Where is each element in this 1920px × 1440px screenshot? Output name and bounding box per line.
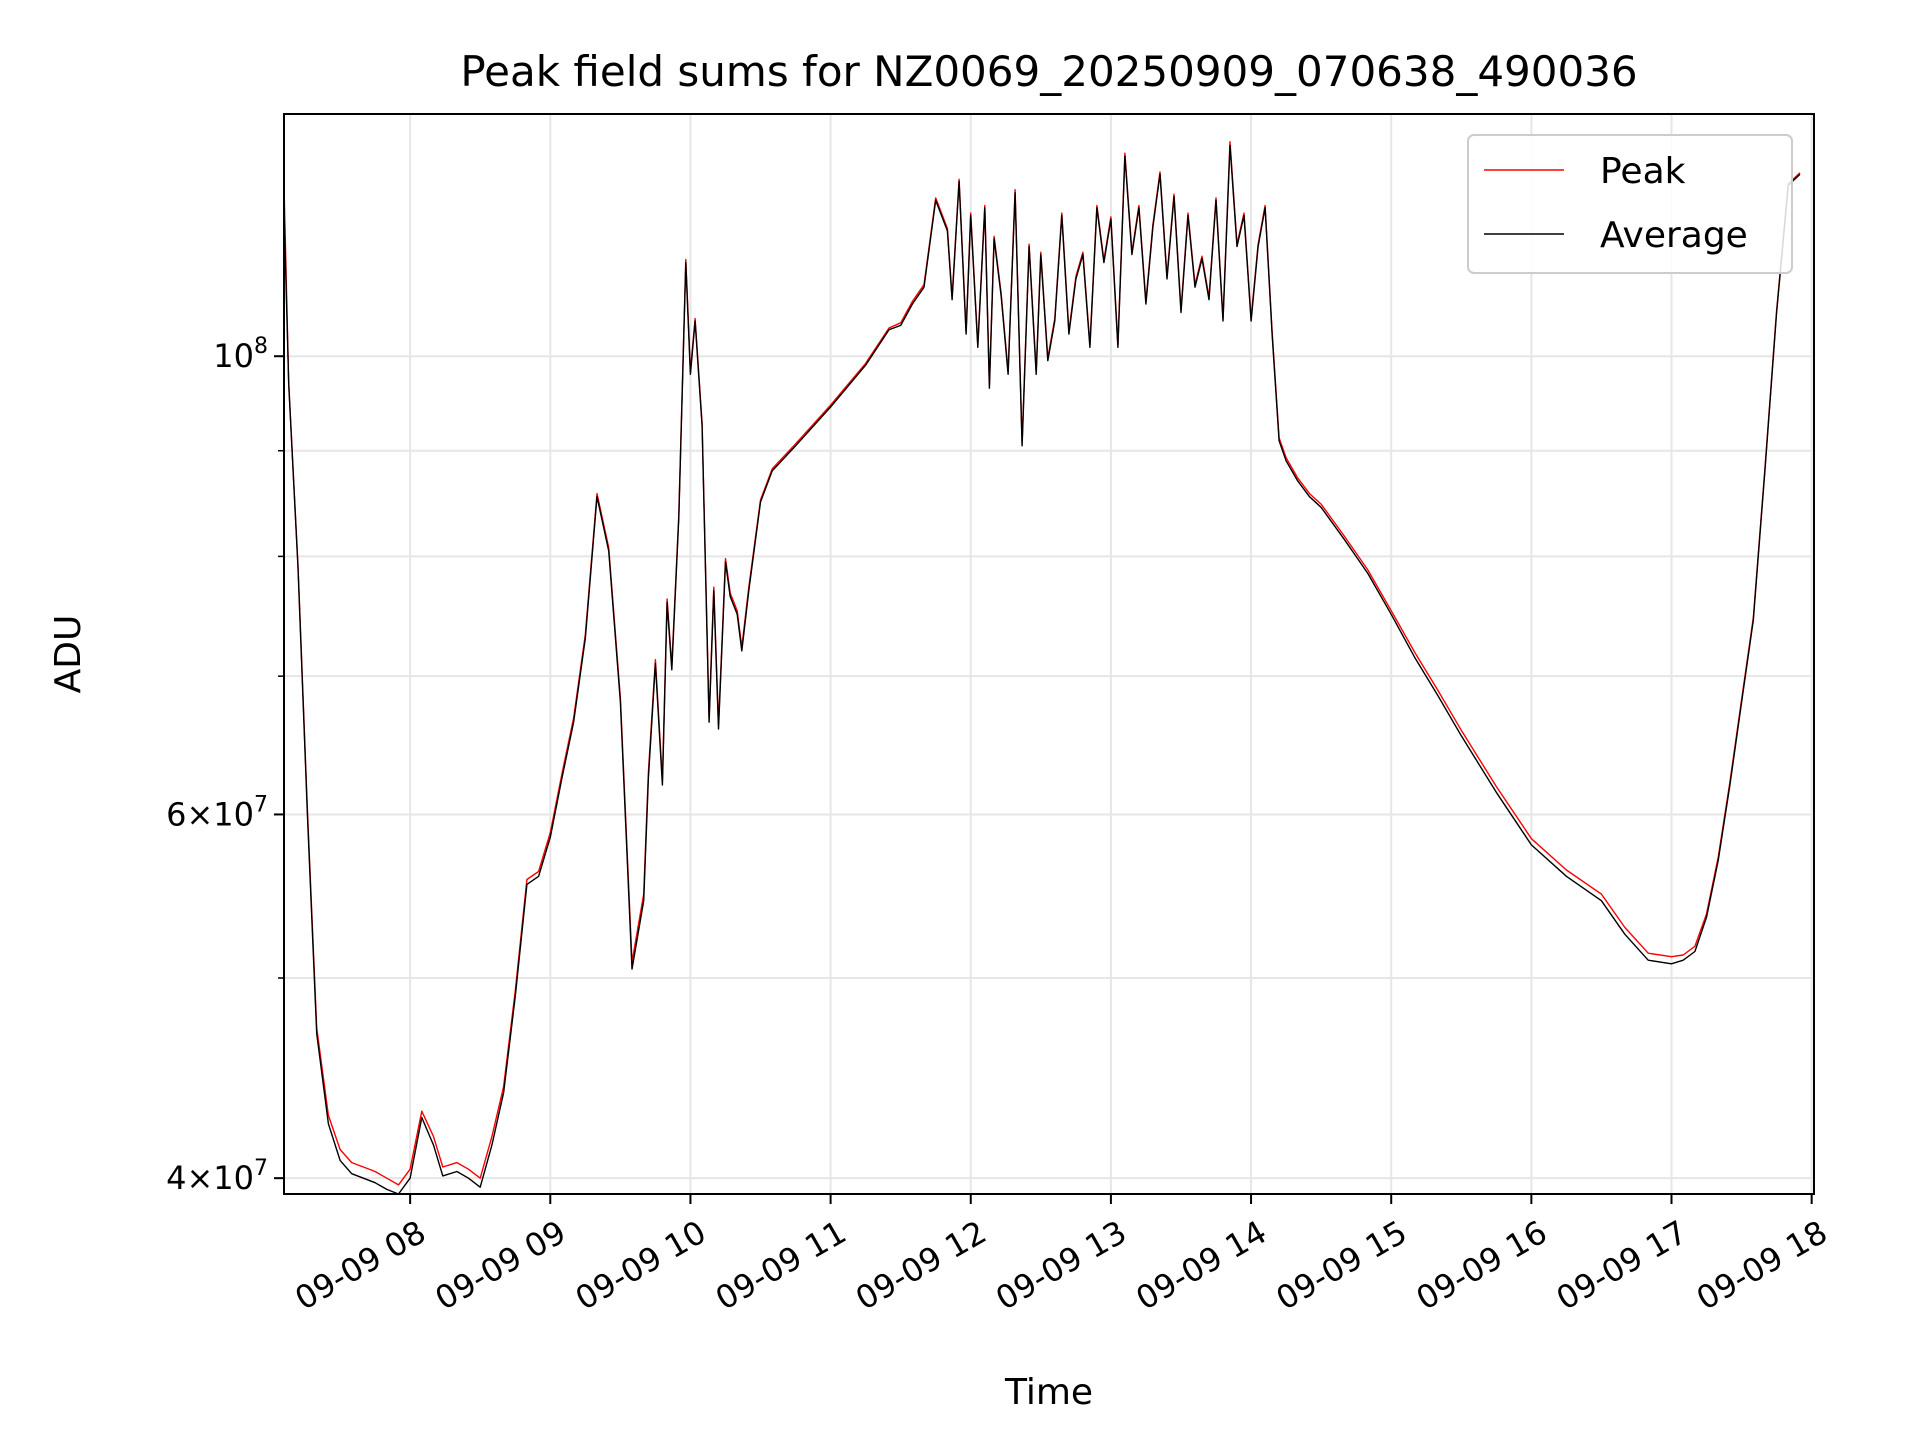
y-tick-label-base: 4×10 [166,1159,254,1197]
y-tick-label-exponent: 7 [254,1156,268,1181]
x-axis-label: Time [1004,1372,1093,1413]
grid [284,114,1814,1194]
legend-label-average: Average [1600,215,1748,256]
y-tick-label: 108 [213,334,268,375]
y-tick-label-exponent: 8 [254,334,268,359]
series-line-average [283,144,1801,1195]
y-axis-label: ADU [48,615,89,694]
plot-frame [283,113,1815,1195]
legend: Peak Average [1467,134,1793,274]
legend-label-peak: Peak [1600,151,1686,192]
y-tick-label-base: 10 [213,337,254,375]
y-tick-label-base: 6×10 [166,795,254,833]
series-line-peak [283,141,1801,1186]
chart-title: Peak field sums for NZ0069_20250909_0706… [460,47,1637,96]
series-layer [283,141,1801,1195]
y-tick-label: 4×107 [166,1156,268,1197]
y-tick-label-exponent: 7 [254,792,268,817]
y-tick-label: 6×107 [166,792,268,833]
